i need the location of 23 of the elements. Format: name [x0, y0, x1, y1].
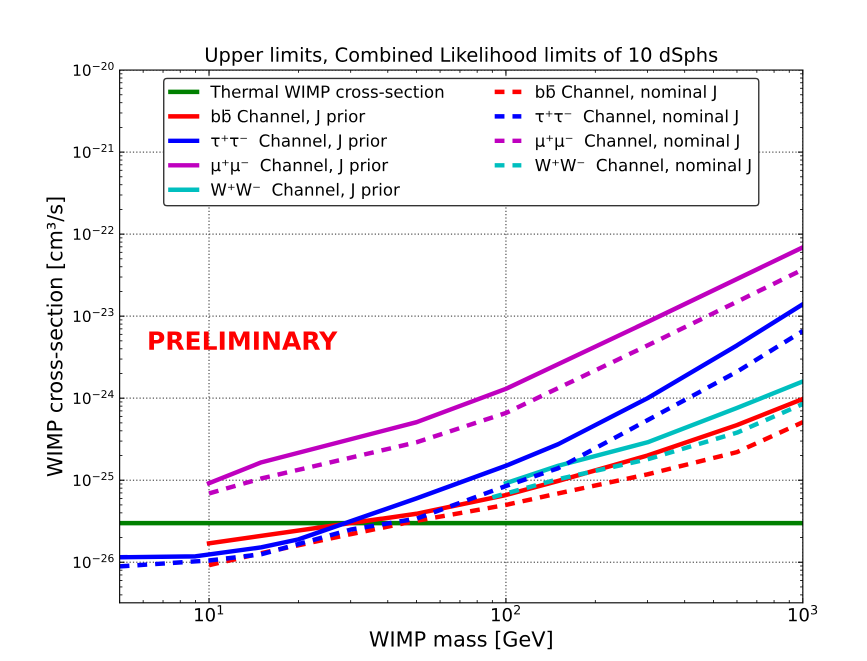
legend-label: τ⁺τ⁻ Channel, nominal J: [536, 110, 738, 126]
y-tick-label: 10$^{−21}$: [74, 144, 114, 158]
x-tick-label: 10$^{1}$: [195, 605, 224, 622]
legend-label: bb̄ Channel, J prior: [212, 110, 366, 126]
y-tick-label: 10$^{−22}$: [74, 226, 114, 240]
y-tick-label: 10$^{−23}$: [74, 308, 114, 322]
x-tick-label: 10$^{3}$: [788, 604, 818, 622]
y-axis-title: WIMP cross-section [cm³/s]: [46, 198, 66, 476]
legend-label: μ⁺μ⁻ Channel, nominal J: [536, 134, 739, 150]
y-tick-label: 10$^{−24}$: [74, 390, 114, 404]
annotation: PRELIMINARY: [149, 332, 338, 350]
legend-label: bb̄ Channel, nominal J: [536, 85, 716, 102]
legend-label: Thermal WIMP cross-section: [210, 85, 444, 98]
legend-label: W⁺W⁻ Channel, nominal J: [535, 158, 750, 174]
y-tick-label: 10$^{−26}$: [74, 554, 114, 568]
legend-label: μ⁺μ⁻ Channel, J prior: [212, 158, 388, 175]
x-tick-label: 10$^{2}$: [492, 604, 520, 622]
y-tick-label: 10$^{−25}$: [74, 472, 114, 486]
chart-title: Upper limits, Combined Likelihood limits of 10 dSphs: [206, 46, 718, 66]
legend-label: W⁺W⁻ Channel, J prior: [210, 182, 400, 200]
y-tick-label: 10$^{−20}$: [74, 62, 114, 76]
x-axis-title: WIMP mass [GeV]: [370, 630, 552, 650]
legend-label: τ⁺τ⁻ Channel, J prior: [211, 134, 387, 150]
